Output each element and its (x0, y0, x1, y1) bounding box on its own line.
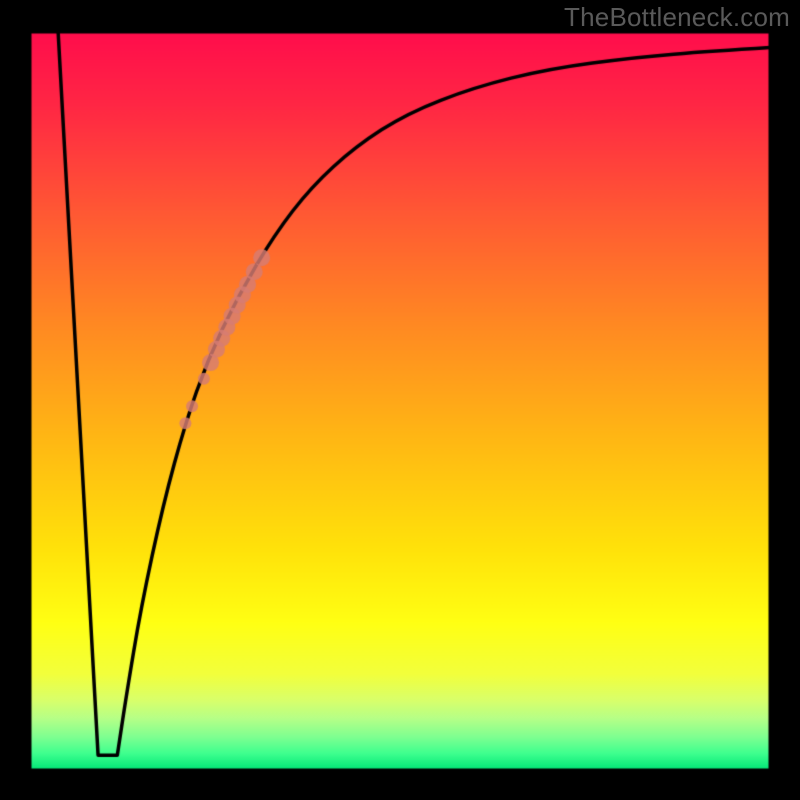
bottleneck-chart (0, 0, 800, 800)
watermark-text: TheBottleneck.com (564, 2, 790, 33)
